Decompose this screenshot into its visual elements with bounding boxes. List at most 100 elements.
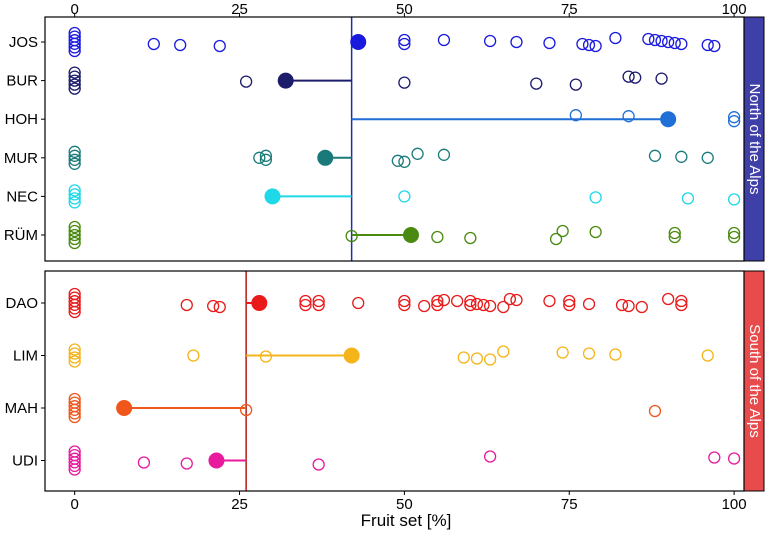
data-point xyxy=(727,193,741,206)
data-point xyxy=(510,293,523,307)
top-tick-label: 100 xyxy=(722,1,747,18)
population-row: NEC xyxy=(6,184,741,209)
data-point xyxy=(556,224,569,238)
data-point xyxy=(622,299,635,313)
data-point xyxy=(431,294,444,308)
data-point xyxy=(68,351,81,364)
data-point xyxy=(68,456,81,469)
data-point xyxy=(668,230,681,244)
data-point xyxy=(68,192,81,205)
panel-frame xyxy=(44,270,745,492)
data-point xyxy=(68,44,81,58)
data-point xyxy=(68,145,81,158)
population-row: RÜM xyxy=(4,220,741,250)
data-point xyxy=(68,70,81,83)
population-row: MUR xyxy=(4,145,714,170)
data-point xyxy=(543,294,556,308)
population-label: HOH xyxy=(5,111,38,128)
bottom-tick-label: 25 xyxy=(231,496,248,513)
data-point xyxy=(239,403,253,417)
mean-point xyxy=(350,34,367,50)
data-point xyxy=(180,457,193,470)
data-point xyxy=(68,78,81,91)
top-tick-label: 75 xyxy=(561,1,578,18)
top-tick-label: 0 xyxy=(71,1,79,18)
data-point xyxy=(609,31,622,45)
data-point xyxy=(68,403,81,416)
bottom-tick-label: 75 xyxy=(561,496,578,513)
data-point xyxy=(68,228,81,242)
data-point xyxy=(457,351,470,364)
panel-frame xyxy=(44,16,745,262)
mean-point xyxy=(317,149,334,166)
data-point xyxy=(398,294,411,308)
data-point xyxy=(464,298,477,312)
population-label: MAH xyxy=(5,400,38,417)
data-point xyxy=(648,149,662,162)
data-point xyxy=(727,452,741,465)
mean-point xyxy=(264,188,281,205)
data-point xyxy=(563,294,576,308)
data-point xyxy=(701,349,714,362)
data-point xyxy=(576,37,589,51)
data-point xyxy=(259,153,273,166)
data-point xyxy=(68,184,81,197)
population-label: DAO xyxy=(5,295,38,312)
data-point xyxy=(543,36,556,50)
top-tick-label: 25 xyxy=(231,1,248,18)
data-point xyxy=(701,151,714,164)
data-point xyxy=(68,188,81,201)
population-label: RÜM xyxy=(4,226,38,244)
data-point xyxy=(727,226,741,240)
data-point xyxy=(483,353,497,366)
data-point xyxy=(642,32,655,46)
data-point xyxy=(68,305,81,319)
data-point xyxy=(629,71,642,84)
data-point xyxy=(648,404,662,418)
data-point xyxy=(437,293,451,307)
data-point xyxy=(549,232,563,246)
data-point xyxy=(483,34,497,48)
population-row: BUR xyxy=(6,66,668,95)
data-point xyxy=(187,349,200,362)
population-label: NEC xyxy=(6,188,38,205)
data-point xyxy=(253,151,266,164)
data-point xyxy=(345,229,358,243)
data-point xyxy=(391,154,404,167)
data-point xyxy=(701,38,714,52)
data-point xyxy=(675,294,688,308)
data-point xyxy=(708,39,721,53)
data-point xyxy=(503,292,517,306)
mean-point xyxy=(251,295,268,311)
population-label: MUR xyxy=(4,150,38,167)
data-point xyxy=(431,230,444,244)
data-point xyxy=(464,231,477,245)
data-point xyxy=(668,226,681,240)
data-point xyxy=(675,298,688,312)
data-point xyxy=(569,109,582,122)
population-row: MAH xyxy=(5,392,662,424)
data-point xyxy=(68,463,81,476)
data-point xyxy=(68,196,81,209)
data-point xyxy=(68,232,81,246)
mean-point xyxy=(402,227,419,243)
data-point xyxy=(68,298,81,311)
bottom-tick-label: 50 xyxy=(396,496,413,513)
population-row: JOS xyxy=(9,26,721,58)
data-point xyxy=(470,352,484,365)
data-point xyxy=(530,77,543,90)
data-point xyxy=(563,298,576,312)
data-point xyxy=(727,111,741,124)
data-point xyxy=(727,230,741,244)
data-point xyxy=(312,298,325,312)
data-point xyxy=(68,224,81,238)
data-point xyxy=(68,347,81,360)
mean-point xyxy=(116,400,133,416)
strip-label: South of the Alps xyxy=(746,324,763,437)
data-point xyxy=(312,458,325,471)
data-point xyxy=(569,78,582,91)
bottom-axis: 0 25 50 75 100 xyxy=(71,491,747,513)
data-point xyxy=(398,37,411,51)
panels: North of the Alps JOS BUR HOH MUR NEC RÜM South… xyxy=(4,16,765,492)
